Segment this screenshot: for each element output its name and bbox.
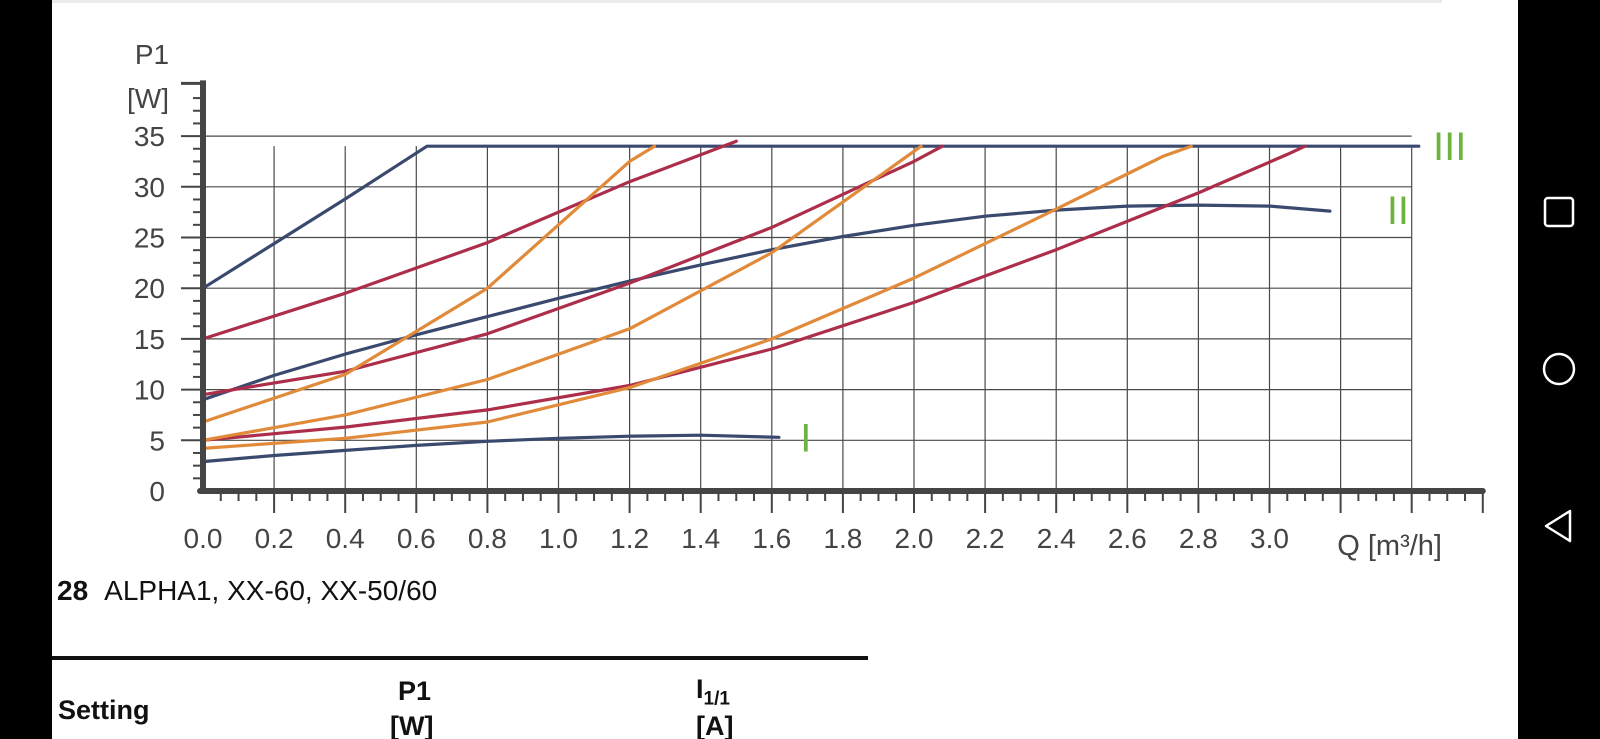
header-current-subscript: 1/1 [703,688,730,710]
curve-label: III [1433,125,1466,169]
x-tick-label: 1.2 [610,523,649,554]
x-tick-label: 1.8 [823,523,862,554]
y-tick-label: 25 [134,223,165,254]
y-axis-title-line2: [W] [127,83,169,114]
table-top-rule [52,656,868,660]
curve-label: I [800,416,811,460]
series-line-4 [201,144,1307,442]
y-axis-title-line1: P1 [135,39,169,70]
document-page: 0 5 10 15 20 25 30 35 0.0 0.2 0.4 0.6 0.8 1.0 1.2 1.4 1.… [52,0,1518,739]
x-tick-label: 1.6 [752,523,791,554]
x-tick-label: 2.6 [1108,523,1147,554]
x-tick-label: 0.2 [255,523,294,554]
x-tick-label: 1.0 [539,523,578,554]
series-group [201,139,1421,464]
series-line-3 [201,144,1421,290]
curve-label: II [1387,189,1409,233]
y-tick-label: 35 [134,121,165,152]
header-p1: P1 [398,676,432,706]
circle-home-icon[interactable] [1540,350,1578,388]
y-tick-label: 5 [149,425,165,456]
figure-number: 28 [57,575,89,606]
header-current-symbol: I [696,674,704,704]
figure-title: ALPHA1, XX-60, XX-50/60 [104,575,438,606]
x-axis-title: Q [m³/h] [1337,530,1442,562]
header-current: I1/1 [696,674,730,710]
series-line-1 [201,433,781,464]
x-tick-label: 1.4 [681,523,720,554]
x-tick-label: 2.2 [966,523,1005,554]
y-tick-label: 20 [134,273,165,304]
top-divider [52,0,1442,3]
x-tick-label: 0.8 [468,523,507,554]
x-tick-label: 0.6 [397,523,436,554]
y-tick-label: 30 [134,172,165,203]
pump-performance-chart: 0 5 10 15 20 25 30 35 0.0 0.2 0.4 0.6 0.8 1.0 1.2 1.4 1.… [127,39,1486,562]
x-tick-label: 0.4 [326,523,365,554]
x-tick-label: 2.4 [1037,523,1076,554]
header-current-unit: [A] [696,711,734,739]
header-setting: Setting [58,695,150,725]
series-line-8 [201,144,923,442]
x-tick-label: 2.8 [1179,523,1218,554]
x-tick-label: 2.0 [895,523,934,554]
series-line-9 [201,144,657,424]
header-p1-unit: [W] [390,711,434,739]
y-tick-label: 15 [134,324,165,355]
series-line-5 [201,144,944,397]
x-tick-label: 3.0 [1250,523,1289,554]
y-tick-label: 10 [134,375,165,406]
square-recents-icon[interactable] [1540,193,1578,231]
triangle-back-icon[interactable] [1540,507,1578,545]
y-tick-label: 0 [149,476,165,507]
figure-caption: 28 ALPHA1, XX-60, XX-50/60 [57,575,437,607]
x-tick-label: 0.0 [184,523,223,554]
axes [181,80,1486,513]
series-line-2 [201,203,1332,402]
android-navigation-bar [1518,0,1600,739]
axis-labels: 0 5 10 15 20 25 30 35 0.0 0.2 0.4 0.6 0.8 1.0 1.2 1.4 1.… [127,39,1466,562]
series-line-7 [201,144,1193,450]
series-line-6 [201,139,738,341]
